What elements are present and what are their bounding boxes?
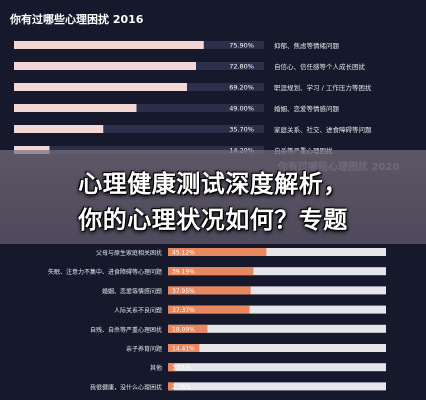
chart1-title: 你有过哪些心理困扰 2016 [9,12,144,26]
chart1-bar [14,83,187,91]
chart1-value-label: 49.00% [229,105,254,113]
chart2-track [168,286,386,295]
chart2-category-label: 婚姻、恋爱等情感问题 [102,287,162,295]
headline-banner: 心理健康测试深度解析， 你的心理状况如何？专题 [0,150,426,244]
chart2-category-label: 我很健康，没什么心理困扰 [90,383,162,391]
chart1-category-label: 自信心、信任感等个人成长困扰 [274,62,366,71]
chart2-value-label: 37.37% [172,307,195,314]
chart1-bar [14,125,104,133]
chart1-bar [14,62,196,70]
chart2-track [168,248,386,256]
chart1-category-label: 婚姻、恋爱等情感问题 [274,104,340,113]
chart2-category-label: 父母与原生家庭相关困扰 [96,249,162,257]
chart2-track [168,305,386,314]
chart2-category-label: 其他 [150,364,162,372]
headline-line-1: 心理健康测试深度解析， [78,170,348,198]
chart2-bar [168,324,208,333]
chart1-track [14,104,264,112]
headline-line-2: 你的心理状况如何？专题 [78,206,348,234]
chart1-value-label: 75.90% [229,42,254,50]
chart1-value-label: 72.80% [229,63,254,71]
chart2-value-label: 45.12% [172,250,195,257]
chart2-bar [168,267,254,276]
chart1-category-label: 家庭关系、社交、进食障碍等问题 [274,125,372,134]
chart2-track [168,363,386,372]
chart1-category-label: 职涯规划、学习 / 工作压力等困扰 [274,83,372,92]
chart2-bar [168,344,200,352]
chart1-category-label: 抑郁、焦虑等情绪问题 [274,41,340,50]
chart2-track [168,324,386,333]
chart2-value-label: 39.19% [172,269,195,276]
chart2-category-label: 自残、自杀等严重心理困扰 [90,326,162,334]
chart1-bar [14,41,204,49]
chart2-value-label: 3.01% [172,365,191,372]
chart2-value-label: 18.09% [172,326,195,333]
chart2-bar [168,305,250,314]
chart1-value-label: 69.20% [229,84,254,92]
chart1-value-label: 35.70% [229,126,254,134]
chart2-bar [168,382,175,391]
chart2-value-label: 37.95% [172,288,195,295]
chart2-track [168,267,386,276]
chart2-track [168,382,386,391]
chart2-bar [168,363,175,372]
chart1-track [14,125,264,133]
chart2-bar [168,248,267,256]
chart2-track [168,344,386,352]
chart2-category-label: 亲子养育问题 [126,345,162,353]
chart2-category-label: 人际关系不良问题 [114,307,162,315]
chart2-category-label: 失眠、注意力不集中、进食障碍等心理问题 [48,268,162,276]
chart2-bar [168,286,251,295]
chart2-value-label: 2.76% [172,384,191,391]
chart2-value-label: 14.41% [172,346,195,353]
chart1-bar [14,104,137,112]
